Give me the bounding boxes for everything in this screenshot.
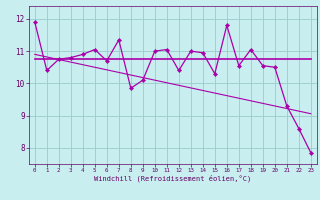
X-axis label: Windchill (Refroidissement éolien,°C): Windchill (Refroidissement éolien,°C) — [94, 175, 252, 182]
